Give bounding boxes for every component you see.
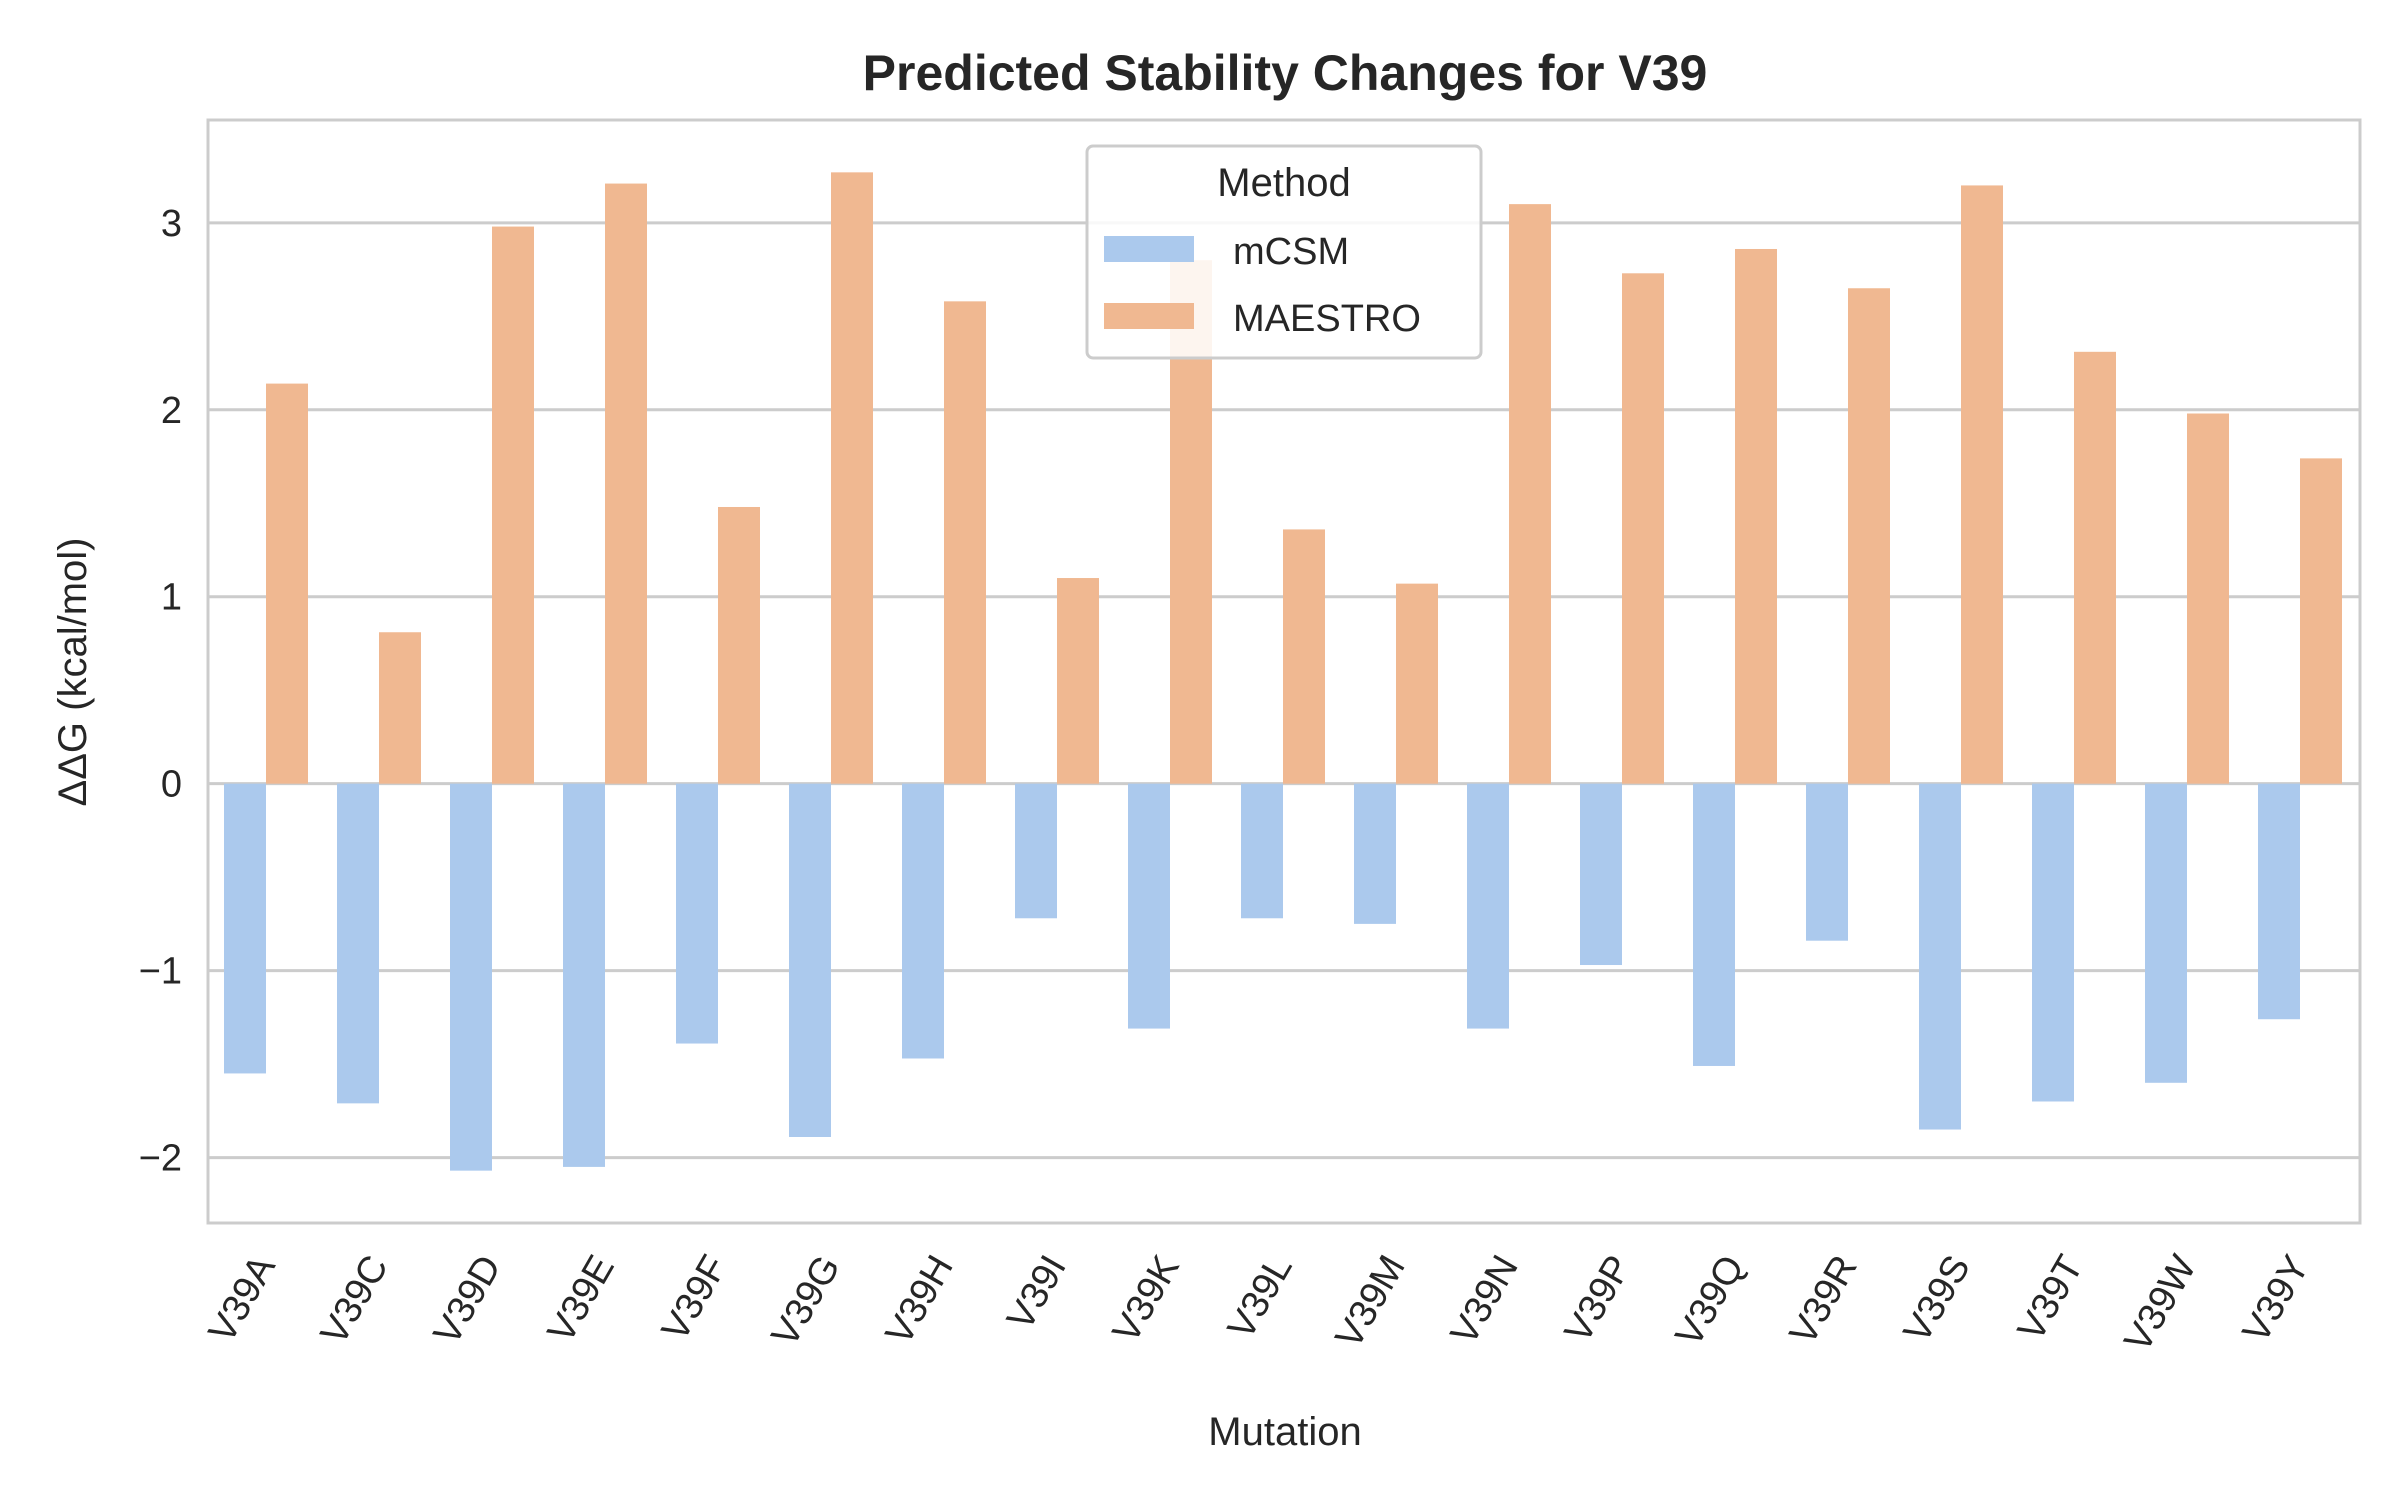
bar-maestro-v39m (1396, 583, 1438, 784)
bar-maestro-v39n (1509, 204, 1551, 784)
bar-mcsm-v39w (2145, 783, 2187, 1083)
bar-maestro-v39w (2187, 413, 2229, 784)
legend: Method mCSM MAESTRO (1085, 144, 1483, 360)
bar-maestro-v39a (266, 383, 308, 784)
bar-maestro-v39q (1735, 248, 1777, 784)
bar-mcsm-v39a (224, 783, 266, 1074)
bar-maestro-v39t (2074, 351, 2116, 784)
y-tick-labels: −2 −1 0 1 2 3 (139, 203, 182, 1180)
y-tick-label: 1 (161, 577, 182, 619)
bar-maestro-v39d (492, 226, 534, 784)
y-tick-label: −2 (139, 1138, 182, 1180)
bar-maestro-v39h (944, 301, 986, 784)
chart-title: Predicted Stability Changes for V39 (863, 45, 1708, 101)
bar-mcsm-v39g (789, 783, 831, 1138)
bar-mcsm-v39i (1015, 783, 1057, 919)
y-tick-label: 3 (161, 203, 182, 245)
bar-mcsm-v39d (450, 783, 492, 1171)
bar-mcsm-v39p (1580, 783, 1622, 966)
bar-mcsm-v39y (2258, 783, 2300, 1020)
bar-maestro-v39y (2300, 458, 2342, 784)
y-axis-label: ΔΔG (kcal/mol) (51, 537, 95, 806)
legend-label-mcsm: mCSM (1233, 231, 1349, 273)
bar-mcsm-v39e (563, 783, 605, 1167)
y-tick-label: 2 (161, 390, 182, 432)
bar-maestro-v39g (831, 172, 873, 784)
bar-maestro-v39r (1848, 288, 1890, 784)
bar-mcsm-v39m (1354, 783, 1396, 924)
legend-title: Method (1217, 161, 1350, 205)
bar-maestro-v39c (379, 632, 421, 784)
bar-mcsm-v39q (1693, 783, 1735, 1066)
bar-maestro-v39s (1961, 185, 2003, 784)
legend-label-maestro: MAESTRO (1233, 298, 1421, 340)
bar-mcsm-v39k (1128, 783, 1170, 1029)
bar-mcsm-v39s (1919, 783, 1961, 1130)
bar-maestro-v39p (1622, 273, 1664, 784)
bar-maestro-v39i (1057, 578, 1099, 784)
bar-mcsm-v39l (1241, 783, 1283, 919)
x-axis-label: Mutation (1208, 1410, 1361, 1454)
bar-mcsm-v39r (1806, 783, 1848, 941)
y-tick-label: −1 (139, 951, 182, 993)
bar-mcsm-v39h (902, 783, 944, 1059)
bar-mcsm-v39c (337, 783, 379, 1104)
legend-swatch-maestro (1104, 303, 1194, 329)
y-tick-label: 0 (161, 764, 182, 806)
bar-mcsm-v39t (2032, 783, 2074, 1102)
legend-swatch-mcsm (1104, 236, 1194, 262)
bar-mcsm-v39n (1467, 783, 1509, 1029)
plot-frame (206, 118, 2362, 1225)
bar-maestro-v39e (605, 183, 647, 784)
bar-maestro-v39l (1283, 529, 1325, 784)
bar-mcsm-v39f (676, 783, 718, 1044)
bar-maestro-v39f (718, 506, 760, 784)
